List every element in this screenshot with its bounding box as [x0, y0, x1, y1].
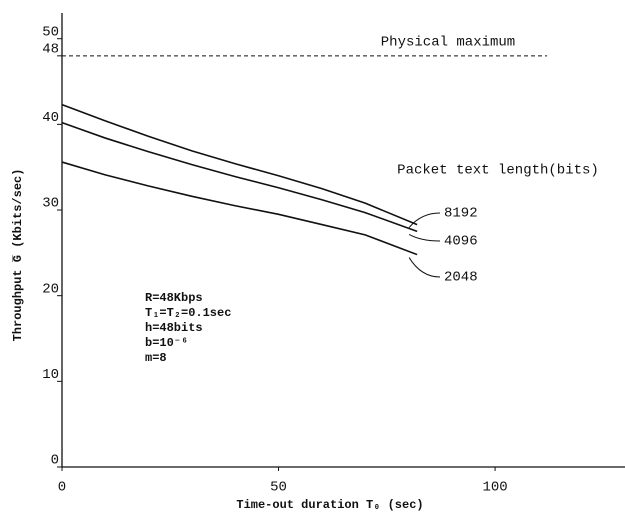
label-arrow	[408, 212, 441, 228]
legend-title: Packet text length(bits)	[397, 163, 599, 179]
reference-label: Physical maximum	[381, 35, 515, 51]
y-tick-label: 48	[42, 42, 59, 58]
label-arrow	[408, 257, 441, 278]
series-label: 4096	[444, 234, 478, 250]
label-arrow	[408, 233, 441, 242]
y-axis-label: Throughput G̅ (Kbits/sec)	[11, 169, 25, 342]
parameter: T₁=T₂=0.1sec	[145, 306, 231, 320]
y-tick-label: 40	[42, 110, 59, 126]
parameter: h=48bits	[145, 321, 203, 335]
x-axis-label: Time-out duration T₀ (sec)	[236, 498, 423, 512]
x-tick-label: 50	[270, 480, 287, 496]
y-tick-label: 30	[42, 196, 59, 212]
x-tick-label: 0	[58, 480, 66, 496]
x-tick-label: 100	[482, 480, 507, 496]
y-tick-label: 0	[51, 453, 59, 469]
parameter: m=8	[145, 351, 167, 365]
series-label: 8192	[444, 206, 478, 222]
parameter: R=48Kbps	[145, 291, 203, 305]
y-tick-label: 50	[42, 24, 59, 40]
series-line	[61, 121, 418, 233]
series-label: 2048	[444, 270, 478, 286]
y-tick-label: 10	[42, 367, 59, 383]
series-line	[61, 103, 418, 226]
y-tick-label: 20	[42, 281, 59, 297]
series-line	[61, 161, 418, 256]
parameter: b=10⁻⁶	[145, 336, 188, 350]
